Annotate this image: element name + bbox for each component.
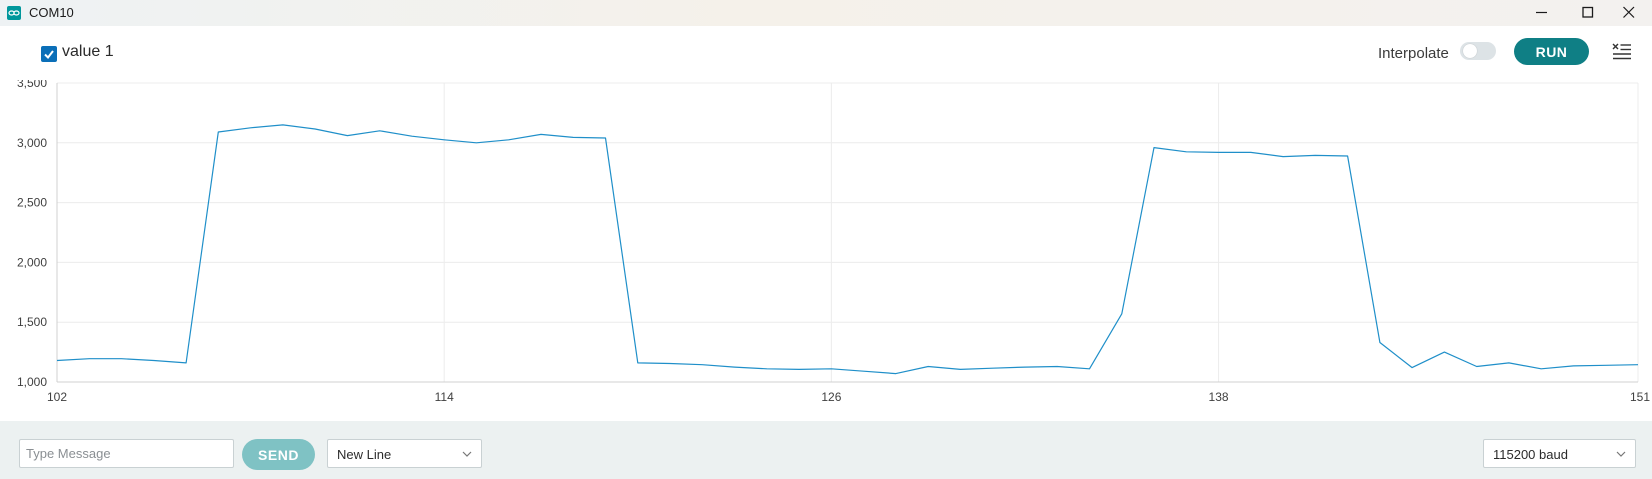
clear-button[interactable] [1612, 42, 1632, 60]
x-tick-label: 114 [435, 390, 454, 404]
send-button[interactable]: SEND [242, 439, 315, 470]
y-tick-label: 1,000 [17, 375, 47, 389]
line-chart: 1,000 1,500 2,000 2,500 3,000 3,500 102 114 126… [17, 80, 1650, 404]
plot-area: 1,000 1,500 2,000 2,500 3,000 3,500 102 114 126… [0, 80, 1652, 420]
title-bar: COM10 [0, 0, 1652, 26]
minimize-button[interactable] [1519, 0, 1565, 26]
checkmark-icon [44, 50, 54, 60]
x-tick-label: 126 [821, 390, 841, 404]
baud-rate-value: 115200 baud [1493, 447, 1568, 462]
close-button[interactable] [1606, 0, 1652, 26]
interpolate-toggle[interactable] [1460, 42, 1496, 60]
line-ending-value: New Line [337, 447, 392, 462]
baud-rate-select[interactable]: 115200 baud [1483, 439, 1636, 468]
plotter-toolbar: value 1 Interpolate RUN [0, 26, 1652, 80]
run-button[interactable]: RUN [1514, 38, 1589, 65]
infinity-icon [7, 6, 21, 20]
minimize-icon [1536, 11, 1547, 14]
x-tick-label: 138 [1209, 390, 1229, 404]
chart-grid [56, 82, 1639, 383]
y-tick-label: 1,500 [17, 315, 47, 329]
y-tick-label: 3,000 [17, 136, 47, 150]
x-tick-label: 102 [47, 390, 67, 404]
chevron-down-icon [462, 451, 472, 457]
maximize-icon [1582, 6, 1594, 18]
window-title: COM10 [29, 5, 74, 20]
interpolate-label: Interpolate [1378, 45, 1449, 62]
x-axis-ticks: 102 114 126 138 151 [47, 390, 1650, 404]
chart-series [56, 124, 1639, 375]
series-checkbox[interactable] [41, 46, 57, 62]
series-line-value-1 [56, 124, 1639, 375]
clear-list-icon [1612, 43, 1631, 60]
maximize-button[interactable] [1565, 0, 1611, 26]
line-ending-select[interactable]: New Line [327, 439, 482, 468]
serial-input-bar: SEND New Line 115200 baud [0, 421, 1652, 479]
y-axis-ticks: 1,000 1,500 2,000 2,500 3,000 3,500 [17, 80, 47, 389]
y-tick-label: 3,500 [17, 80, 47, 90]
series-label: value 1 [62, 43, 114, 60]
chevron-down-icon [1616, 451, 1626, 457]
y-tick-label: 2,500 [17, 196, 47, 210]
toggle-knob [1463, 44, 1477, 58]
close-icon [1623, 6, 1635, 18]
x-tick-label: 151 [1630, 390, 1650, 404]
message-input[interactable] [19, 439, 234, 468]
y-tick-label: 2,000 [17, 255, 47, 269]
